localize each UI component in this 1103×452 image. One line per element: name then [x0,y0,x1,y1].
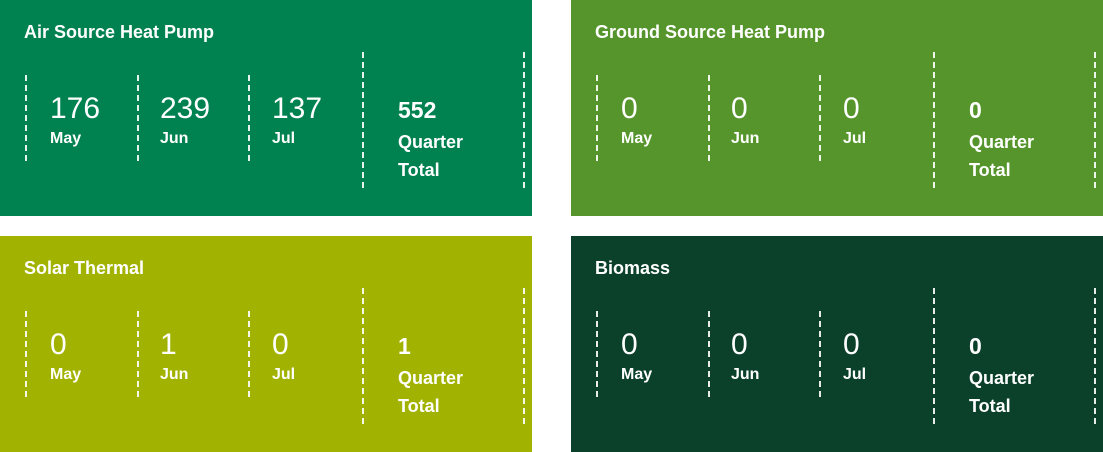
month-value: 0 [621,92,638,125]
total-value: 552 [398,97,437,123]
month-stat: 1 Jun [160,328,188,384]
month-label: May [50,366,82,383]
divider [819,311,821,397]
month-value: 0 [272,328,289,361]
month-label: May [621,130,653,147]
panel-title: Biomass [595,258,671,278]
stat-panel: Biomass 0 May 0 Jun 0 Jul 0 Quarter Total [571,236,1103,452]
month-label: Jul [272,130,296,147]
divider [1094,52,1096,188]
month-stat: 176 May [50,92,100,148]
month-value: 0 [843,328,860,361]
divider [362,52,364,188]
divider [819,75,821,161]
month-value: 0 [731,92,748,125]
total-value: 1 [398,333,411,359]
month-value: 0 [621,328,638,361]
month-label: Jun [731,130,760,147]
quarter-total: 0 Quarter Total [969,332,1069,420]
divider [708,311,710,397]
stat-panel: Air Source Heat Pump 176 May 239 Jun 137 Jul 55… [0,0,532,216]
quarter-total: 0 Quarter Total [969,96,1069,184]
total-label: Quarter Total [398,132,464,180]
month-stat: 0 Jul [843,92,866,148]
month-stat: 0 Jun [731,92,759,148]
month-label: Jul [272,366,296,383]
total-label: Quarter Total [398,368,464,416]
month-value: 137 [272,92,323,125]
month-stat: 0 Jun [731,328,759,384]
total-label: Quarter Total [969,132,1035,180]
month-label: Jun [731,366,760,383]
divider [25,75,27,161]
divider [248,311,250,397]
divider [708,75,710,161]
divider [596,311,598,397]
divider [362,288,364,424]
month-value: 239 [160,92,211,125]
month-label: Jul [843,130,867,147]
panel-title: Solar Thermal [24,258,145,278]
divider [523,52,525,188]
divider [137,311,139,397]
month-label: May [50,130,82,147]
month-value: 0 [843,92,860,125]
month-value: 176 [50,92,101,125]
panel-title: Ground Source Heat Pump [595,22,826,42]
panel-title: Air Source Heat Pump [24,22,215,42]
month-stat: 0 May [621,92,652,148]
month-value: 0 [731,328,748,361]
quarter-total: 552 Quarter Total [398,96,498,184]
month-stat: 0 Jul [272,328,295,384]
month-stat: 0 Jul [843,328,866,384]
stat-panel: Solar Thermal 0 May 1 Jun 0 Jul 1 Quarter Total [0,236,532,452]
month-stat: 239 Jun [160,92,210,148]
month-stat: 0 May [50,328,81,384]
divider [933,52,935,188]
month-stat: 0 May [621,328,652,384]
total-label: Quarter Total [969,368,1035,416]
month-label: Jun [160,366,189,383]
divider [25,311,27,397]
month-label: Jul [843,366,867,383]
month-value: 0 [50,328,67,361]
month-value: 1 [160,328,177,361]
stat-panel: Ground Source Heat Pump 0 May 0 Jun 0 Jul 0 Quar… [571,0,1103,216]
divider [596,75,598,161]
quarter-total: 1 Quarter Total [398,332,498,420]
month-stat: 137 Jul [272,92,322,148]
divider [248,75,250,161]
total-value: 0 [969,333,982,359]
month-label: May [621,366,653,383]
month-label: Jun [160,130,189,147]
divider [137,75,139,161]
divider [933,288,935,424]
total-value: 0 [969,97,982,123]
divider [523,288,525,424]
divider [1094,288,1096,424]
